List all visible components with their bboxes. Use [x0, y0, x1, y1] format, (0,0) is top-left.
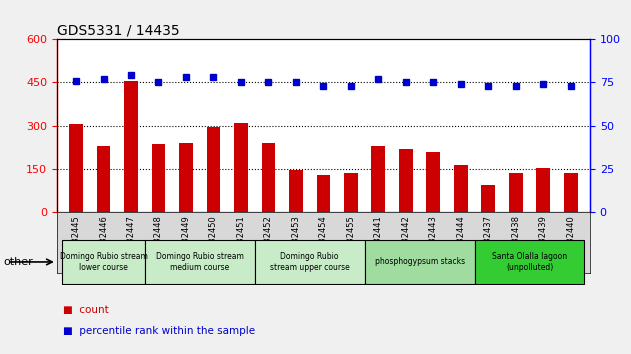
Bar: [151, 144, 165, 212]
Text: Domingo Rubio stream
lower course: Domingo Rubio stream lower course: [59, 252, 148, 272]
Text: GSM832453: GSM832453: [292, 215, 300, 266]
Bar: [536, 169, 550, 212]
Bar: [124, 81, 138, 212]
Bar: [475, 240, 584, 284]
Text: GSM832449: GSM832449: [182, 215, 191, 266]
Bar: [509, 173, 522, 212]
Bar: [69, 124, 83, 212]
Text: GDS5331 / 14435: GDS5331 / 14435: [57, 23, 179, 37]
Text: other: other: [3, 257, 33, 267]
Bar: [206, 127, 220, 212]
Text: Domingo Rubio
stream upper course: Domingo Rubio stream upper course: [270, 252, 350, 272]
Text: GSM832441: GSM832441: [374, 215, 383, 266]
Bar: [454, 165, 468, 212]
Bar: [179, 143, 193, 212]
Text: GSM832446: GSM832446: [99, 215, 108, 266]
Bar: [144, 240, 255, 284]
Bar: [317, 175, 330, 212]
Text: GSM832452: GSM832452: [264, 215, 273, 266]
Text: Santa Olalla lagoon
(unpolluted): Santa Olalla lagoon (unpolluted): [492, 252, 567, 272]
Bar: [261, 143, 275, 212]
Bar: [427, 152, 440, 212]
Text: GSM832439: GSM832439: [539, 215, 548, 266]
Text: GSM832444: GSM832444: [456, 215, 465, 266]
Bar: [365, 240, 475, 284]
Text: GSM832450: GSM832450: [209, 215, 218, 266]
Text: GSM832455: GSM832455: [346, 215, 355, 266]
Text: GSM832451: GSM832451: [237, 215, 245, 266]
Text: ■  percentile rank within the sample: ■ percentile rank within the sample: [63, 326, 255, 336]
Bar: [344, 173, 358, 212]
Bar: [399, 149, 413, 212]
Bar: [97, 147, 110, 212]
Text: GSM832443: GSM832443: [429, 215, 438, 266]
Text: GSM832454: GSM832454: [319, 215, 328, 266]
Bar: [234, 123, 248, 212]
Bar: [372, 147, 386, 212]
Bar: [62, 240, 144, 284]
Text: Domingo Rubio stream
medium course: Domingo Rubio stream medium course: [156, 252, 244, 272]
Text: GSM832438: GSM832438: [511, 215, 521, 267]
Text: GSM832440: GSM832440: [566, 215, 575, 266]
Text: GSM832447: GSM832447: [126, 215, 136, 266]
Text: phosphogypsum stacks: phosphogypsum stacks: [375, 257, 464, 267]
Text: GSM832445: GSM832445: [71, 215, 81, 266]
Bar: [255, 240, 365, 284]
Bar: [481, 185, 495, 212]
Text: GSM832442: GSM832442: [401, 215, 410, 266]
Bar: [564, 173, 577, 212]
Text: GSM832448: GSM832448: [154, 215, 163, 266]
Text: ■  count: ■ count: [63, 305, 109, 315]
Bar: [289, 170, 303, 212]
Text: GSM832437: GSM832437: [484, 215, 493, 267]
